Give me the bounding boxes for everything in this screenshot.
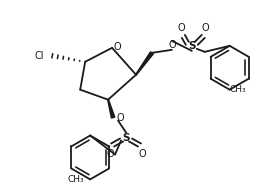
Text: S: S [122,132,130,142]
Text: Cl: Cl [35,51,44,61]
Text: O: O [106,149,114,159]
Text: CH₃: CH₃ [229,85,246,94]
Text: O: O [168,40,176,50]
Text: O: O [202,23,210,33]
Polygon shape [108,100,115,118]
Polygon shape [136,52,153,75]
Text: S: S [188,41,196,51]
Text: O: O [138,149,146,159]
Text: O: O [116,113,124,123]
Text: CH₃: CH₃ [68,175,84,184]
Text: O: O [113,42,121,52]
Text: O: O [177,23,185,33]
